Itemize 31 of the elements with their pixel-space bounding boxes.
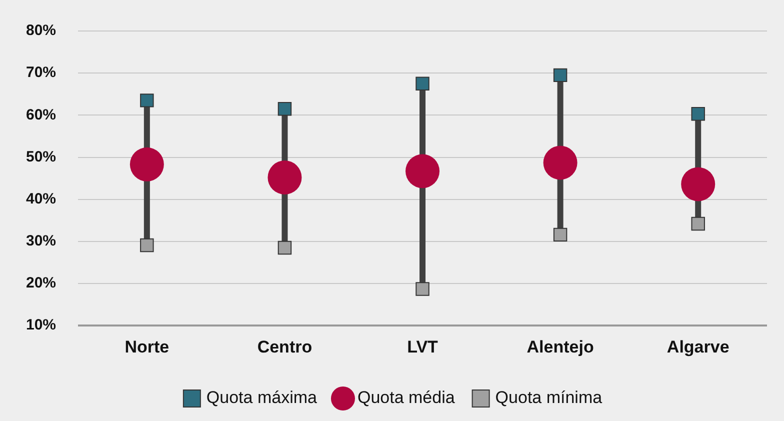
point bbox=[553, 228, 568, 242]
point bbox=[416, 76, 430, 90]
y-tick-label: 10% bbox=[26, 316, 56, 334]
y-tick-label: 50% bbox=[26, 148, 56, 166]
x-tick-label: Algarve bbox=[666, 337, 730, 356]
point bbox=[543, 146, 578, 180]
x-tick-label: Centro bbox=[257, 337, 312, 356]
point bbox=[278, 102, 292, 116]
y-tick-label: 70% bbox=[26, 64, 56, 82]
x-tick-label: LVT bbox=[407, 337, 439, 356]
point bbox=[268, 160, 302, 194]
legend-label: Quota média bbox=[357, 388, 456, 408]
point bbox=[681, 167, 716, 202]
point bbox=[691, 107, 705, 121]
y-tick-label: 20% bbox=[26, 274, 56, 292]
legend-label: Quota máxima bbox=[206, 388, 318, 408]
point bbox=[553, 68, 568, 82]
x-tick-label: Alentejo bbox=[526, 337, 594, 356]
point bbox=[416, 282, 430, 296]
y-tick-label: 60% bbox=[26, 106, 56, 124]
point bbox=[691, 216, 705, 231]
y-tick-label: 30% bbox=[26, 232, 56, 250]
y-tick-label: 40% bbox=[26, 190, 56, 208]
point bbox=[140, 238, 154, 252]
point bbox=[278, 240, 292, 255]
x-tick-label: Norte bbox=[124, 337, 170, 356]
legend-label: Quota mínima bbox=[495, 388, 603, 408]
y-tick-label: 80% bbox=[26, 22, 56, 40]
point bbox=[130, 147, 164, 182]
point bbox=[406, 154, 440, 188]
point bbox=[140, 94, 154, 108]
